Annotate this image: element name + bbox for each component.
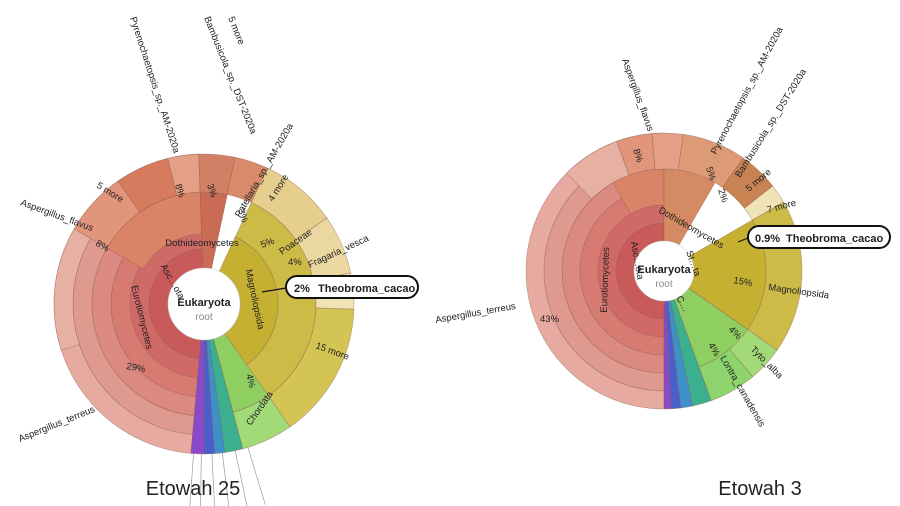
sunburst-etowah-3: Eukaryota root Aspergillus_flavus Pyrenocha… xyxy=(435,25,891,429)
percent-patellaria: 3% xyxy=(235,208,250,225)
segment-bambusicola xyxy=(651,132,684,171)
label-leader-line xyxy=(200,453,202,506)
label-leader-line xyxy=(221,452,230,506)
label-leader-line xyxy=(189,453,194,506)
label-pyrenochaetopsis: Pyrenochaetopsis_sp._AM-2020a xyxy=(709,25,786,157)
segment-aspergillus-flavus xyxy=(53,228,91,351)
highlight-leader xyxy=(737,237,749,243)
label-aspergillus-flavus: Aspergillus_flavus xyxy=(619,57,656,133)
percent-aspergillus-flavus: 8% xyxy=(630,148,645,165)
percent-bambusicola: 3% xyxy=(204,183,219,200)
percent-chordata: 4% xyxy=(243,373,257,390)
root-circle xyxy=(167,267,241,341)
caption-etowah-25: Etowah 25 xyxy=(145,478,241,500)
center-label: Eukaryota xyxy=(177,297,231,309)
label-leader-line xyxy=(211,453,215,506)
percent-pyrenochaetopsis: 8% xyxy=(172,183,187,200)
label-aspergillus-terreus: Aspergillus_terreus xyxy=(435,301,517,326)
percent-pyrenochaetopsis: 5% xyxy=(703,166,718,183)
label-5-more-top: 5 more xyxy=(225,15,246,47)
label-pyrenochaetopsis: Pyrenochaetopsis_sp._AM-2020a xyxy=(127,16,182,156)
percent-magnoliopsida: 15% xyxy=(732,275,753,289)
segment-ascomycota-extra xyxy=(199,191,228,270)
highlight-percent: 0.9% xyxy=(755,233,780,245)
percent-fragaria: 4% xyxy=(288,257,302,268)
root-label: root xyxy=(195,312,212,323)
root-circle xyxy=(633,240,695,302)
center-label: Eukaryota xyxy=(637,264,691,276)
caption-etowah-3: Etowah 3 xyxy=(718,478,802,500)
percent-poaceae: 5% xyxy=(259,236,276,251)
highlight-callout xyxy=(285,275,419,299)
sunburst-etowah-25: Eukaryota root Pyrenochaetopsis_sp._AM-202… xyxy=(17,15,419,506)
percent-bambusicola: 2% xyxy=(715,188,730,205)
highlight-leader xyxy=(261,287,287,293)
percent-aspergillus-terreus: 43% xyxy=(540,314,560,325)
highlight-taxon: Theobroma_cacao xyxy=(318,283,415,295)
highlight-callout xyxy=(747,225,891,249)
highlight-percent: 2% xyxy=(294,283,310,295)
label-eurotiomycetes: Eurotiomycetes xyxy=(599,247,612,313)
label-dothideomycetes: Dothideomycetes xyxy=(165,238,239,249)
label-leader-line xyxy=(247,447,266,505)
label-bambusicola: Bambusicola_sp._DST-2020a xyxy=(201,15,259,136)
label-leader-line xyxy=(234,450,248,506)
percent-aspergillus-terreus: 29% xyxy=(125,361,146,375)
highlight-taxon: Theobroma_cacao xyxy=(786,233,883,245)
segment-theobroma-cacao xyxy=(743,185,784,221)
label-aspergillus-terreus: Aspergillus_terreus xyxy=(17,404,97,445)
root-label: root xyxy=(655,279,672,290)
